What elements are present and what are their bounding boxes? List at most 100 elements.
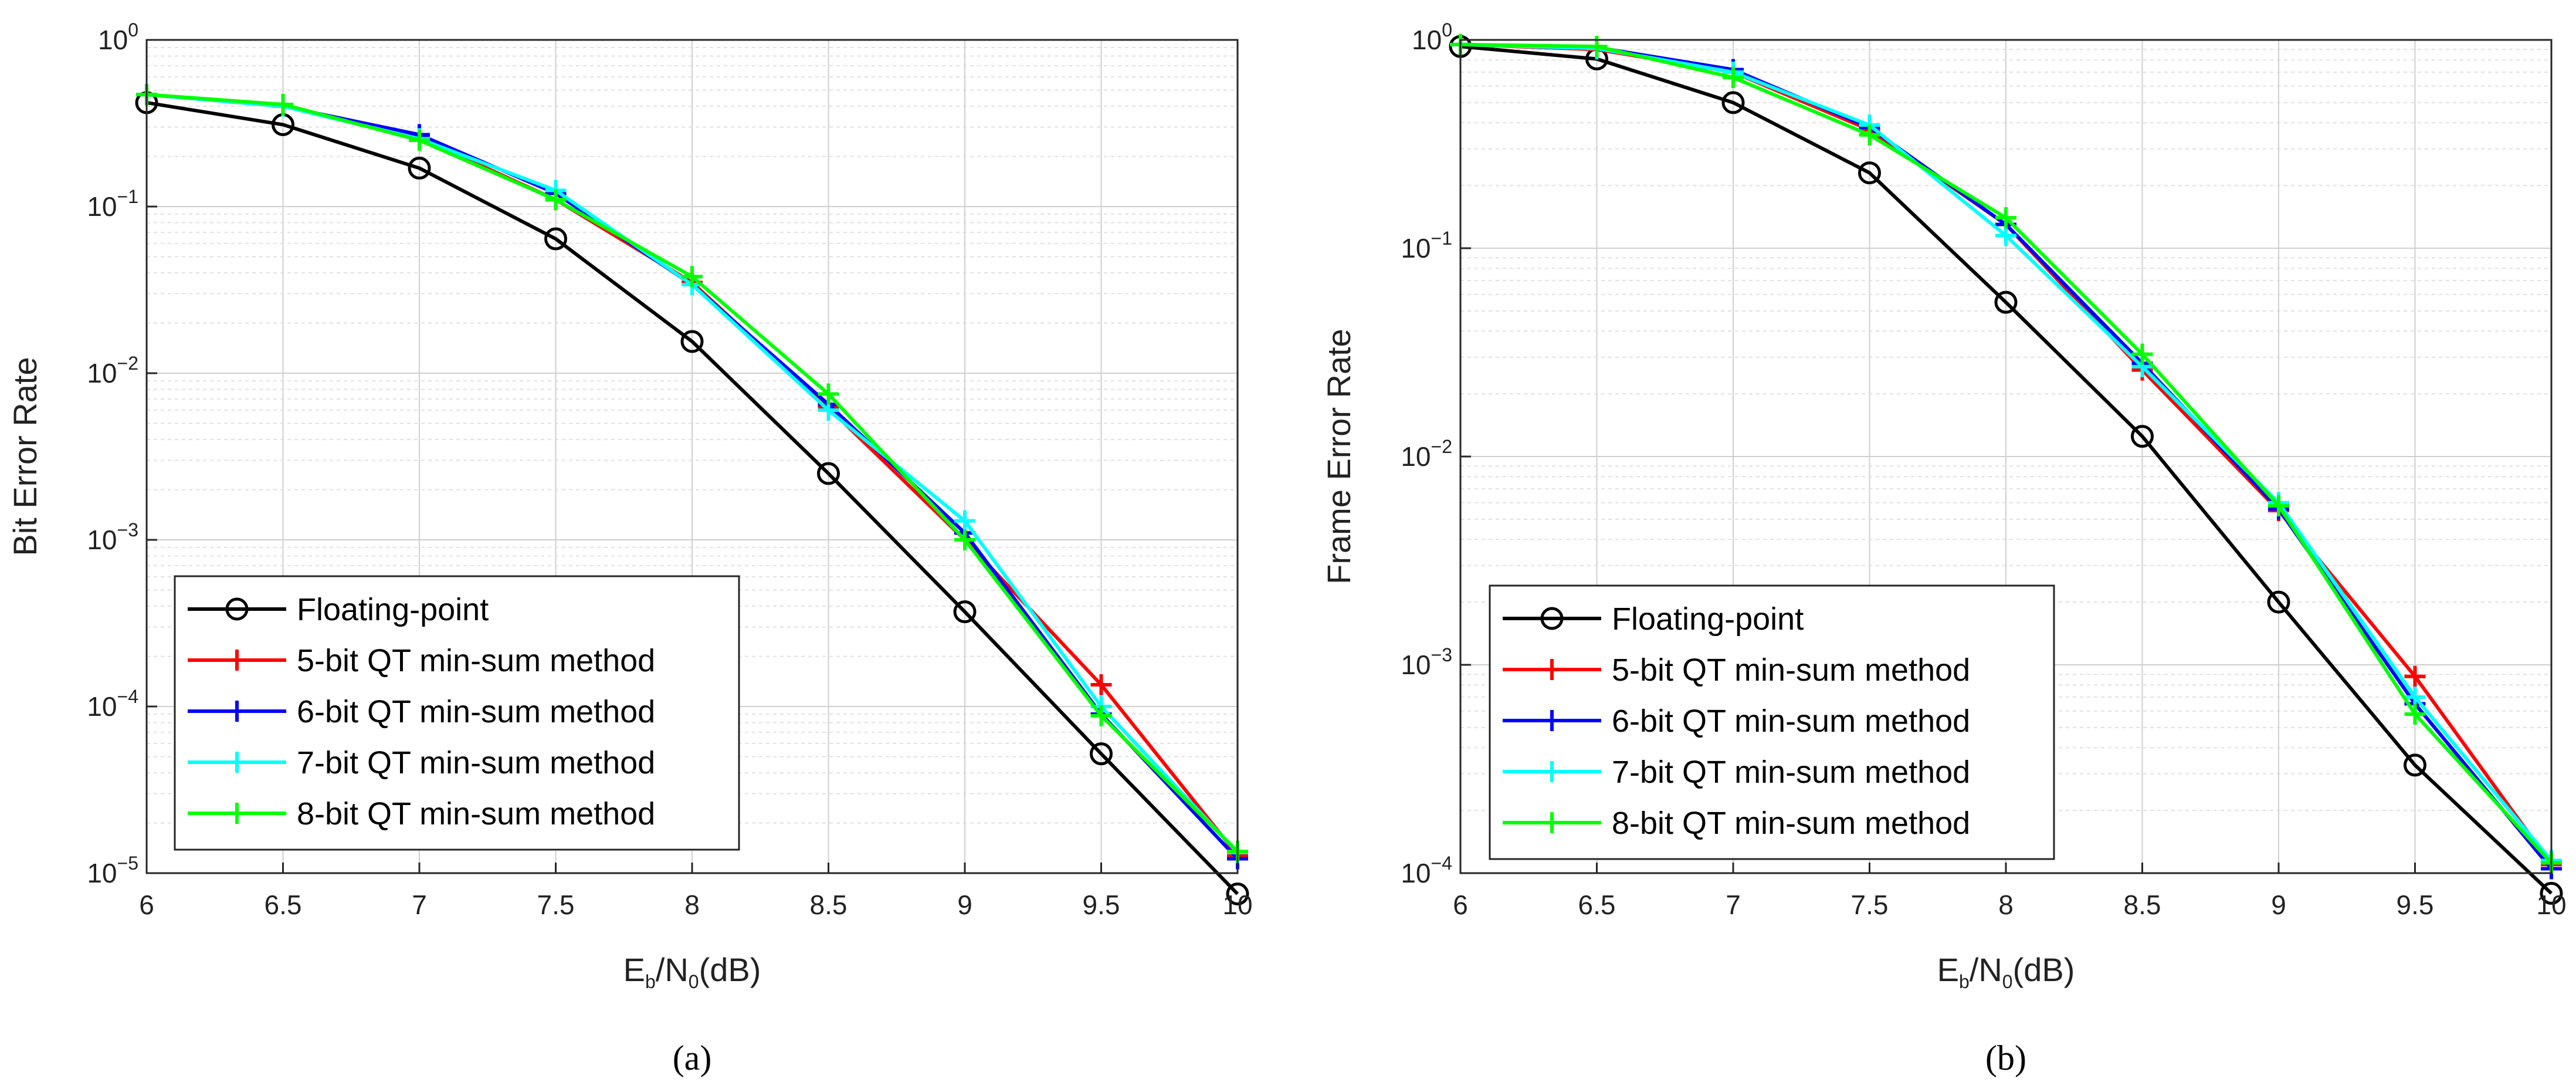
data-point [1090, 705, 1112, 726]
x-tick-label: 6 [1453, 890, 1468, 920]
data-point [682, 266, 703, 288]
y-axis-label: Frame Error Rate [1320, 329, 1357, 584]
legend-label: 5-bit QT min-sum method [1612, 653, 1970, 688]
data-point [2404, 665, 2426, 687]
series-layer [1449, 33, 2563, 905]
series-line [1460, 45, 2553, 895]
data-point [1859, 124, 1880, 146]
y-tick-label: 10−2 [1401, 436, 1452, 472]
legend-label: Floating-point [297, 592, 489, 627]
chart-panel-a: 6 6.5 7 7.5 8 8.5 9 9.5 10 10−510−410−310−210−11… [6, 19, 1253, 1077]
data-point [1090, 742, 1113, 766]
legend-label: 8-bit QT min-sum method [1612, 806, 1970, 841]
data-point [545, 189, 567, 211]
x-tick-label: 7 [1726, 890, 1741, 920]
series-8-bit-qt-min-sum-method [136, 84, 1248, 862]
data-point [1858, 161, 1881, 185]
data-point [680, 330, 704, 353]
x-axis-label: Eb/N0(dB) [1937, 951, 2075, 992]
legend-marker [225, 597, 249, 621]
series-line [146, 101, 1239, 895]
x-tick-labels: 6 6.5 7 7.5 8 8.5 9 9.5 10 [139, 863, 1253, 920]
data-point [2131, 425, 2154, 448]
x-tick-label: 10 [1222, 890, 1252, 920]
data-point [954, 529, 975, 550]
data-point [272, 93, 294, 115]
legend-item: 7-bit QT min-sum method [188, 745, 655, 780]
legend-item: 8-bit QT min-sum method [1503, 806, 1970, 841]
x-tick-label: 8.5 [810, 890, 848, 920]
x-tick-label: 9.5 [2397, 890, 2434, 920]
legend-item: 8-bit QT min-sum method [188, 796, 655, 831]
data-point [2131, 343, 2153, 365]
legend-label: Floating-point [1612, 601, 1804, 637]
series-floating-point [1449, 35, 2563, 905]
y-tick-label: 10−4 [87, 686, 138, 722]
y-tick-label: 10−3 [1401, 644, 1452, 680]
chart-panel-b: 6 6.5 7 7.5 8 8.5 9 9.5 10 10−4 10−3 10−2 10−1 100 F… [1320, 19, 2567, 1077]
data-point [1226, 882, 1249, 905]
y-tick-label: 10−1 [1401, 228, 1452, 263]
legend-label: 8-bit QT min-sum method [297, 796, 655, 831]
legend-item: 5-bit QT min-sum method [188, 643, 655, 678]
y-tick-label: 10−1 [87, 186, 138, 222]
x-tick-label: 8 [1998, 890, 2014, 920]
y-tick-labels: 10−4 10−3 10−2 10−1 100 [1401, 19, 1471, 888]
data-point [1995, 225, 2016, 246]
legend-label: 6-bit QT min-sum method [297, 694, 655, 729]
data-point [817, 462, 840, 485]
y-tick-label: 10−4 [1401, 853, 1452, 888]
legend-item: Floating-point [1503, 601, 1804, 637]
x-tick-label: 9.5 [1083, 890, 1120, 920]
series-layer [135, 84, 1249, 905]
x-tick-label: 9 [2271, 890, 2286, 920]
x-tick-label: 9 [957, 890, 972, 920]
data-point [2404, 753, 2426, 777]
legend-item: 7-bit QT min-sum method [1503, 755, 1970, 790]
data-point [818, 383, 839, 405]
legend: Floating-point 5-bit QT min-sum method 6-b… [174, 575, 740, 851]
x-tick-label: 8.5 [2124, 890, 2161, 920]
x-tick-labels: 6 6.5 7 7.5 8 8.5 9 9.5 10 [1453, 863, 2567, 920]
y-tick-label: 100 [1412, 19, 1452, 55]
x-tick-label: 7.5 [1851, 890, 1889, 920]
y-tick-label: 100 [98, 19, 138, 55]
legend-marker [1540, 607, 1564, 630]
y-tick-label: 10−3 [87, 519, 138, 555]
y-tick-label: 10−2 [87, 353, 138, 388]
panel-caption: (b) [1985, 1039, 2026, 1077]
legend-item: 6-bit QT min-sum method [188, 694, 655, 729]
x-tick-label: 6.5 [265, 890, 302, 920]
y-tick-labels: 10−5 10−4 10−3 10−2 10−1 100 [87, 19, 157, 888]
x-axis-label: Eb/N0(dB) [623, 951, 761, 992]
panel-caption: (a) [673, 1039, 712, 1077]
data-point [953, 600, 977, 624]
legend-item: 5-bit QT min-sum method [1503, 653, 1970, 688]
x-tick-label: 10 [2536, 890, 2566, 920]
data-point [409, 129, 430, 151]
legend-label: 7-bit QT min-sum method [1612, 755, 1970, 790]
data-point [1721, 91, 1745, 114]
x-tick-label: 7.5 [537, 890, 575, 920]
data-point [2267, 590, 2290, 614]
data-point [1090, 674, 1112, 695]
legend-label: 6-bit QT min-sum method [1612, 704, 1970, 739]
data-point [408, 157, 431, 180]
x-tick-label: 8 [684, 890, 700, 920]
legend-label: 7-bit QT min-sum method [297, 745, 655, 780]
data-point [1723, 67, 1744, 89]
legend: Floating-point 5-bit QT min-sum method 6-b… [1489, 584, 2055, 860]
data-point [954, 510, 975, 532]
data-point [1994, 290, 2018, 314]
legend-item: Floating-point [188, 592, 489, 627]
legend-item: 6-bit QT min-sum method [1503, 704, 1970, 739]
data-point [2268, 495, 2289, 516]
y-axis-label: Bit Error Rate [6, 357, 43, 556]
data-point [1995, 207, 2016, 229]
data-point [544, 227, 567, 251]
x-tick-label: 6.5 [1578, 890, 1616, 920]
x-tick-label: 6 [139, 890, 154, 920]
y-tick-label: 10−5 [87, 853, 138, 888]
x-tick-label: 7 [412, 890, 427, 920]
